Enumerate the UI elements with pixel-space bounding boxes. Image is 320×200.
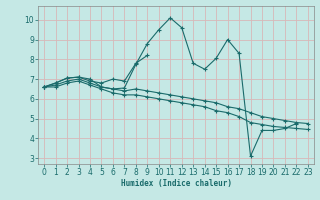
X-axis label: Humidex (Indice chaleur): Humidex (Indice chaleur) bbox=[121, 179, 231, 188]
